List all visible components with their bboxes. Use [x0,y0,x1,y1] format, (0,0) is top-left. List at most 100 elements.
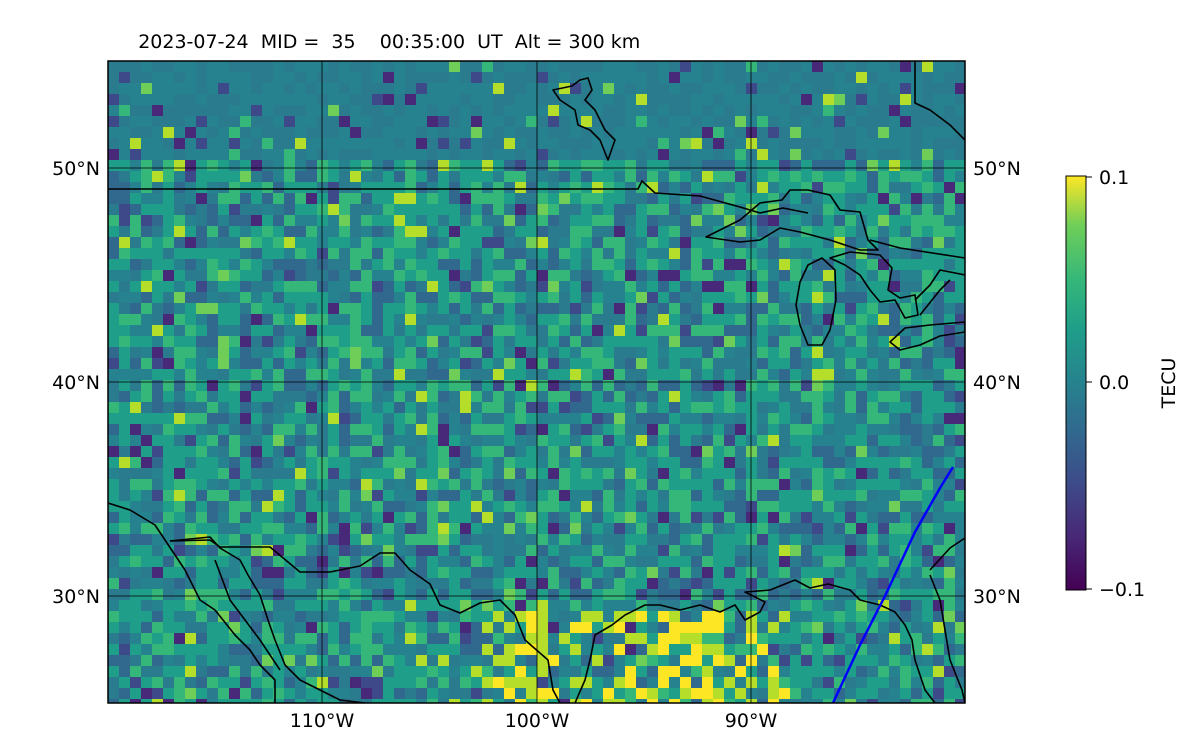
raster-cell [691,501,702,512]
raster-cell [218,336,229,347]
raster-cell [735,138,746,149]
raster-cell [383,358,394,369]
raster-cell [944,292,955,303]
raster-cell [471,479,482,490]
raster-cell [262,138,273,149]
raster-cell [141,270,152,281]
raster-cell [262,94,273,105]
raster-cell [735,556,746,567]
raster-cell [922,534,933,545]
raster-cell [482,567,493,578]
raster-cell [537,611,548,622]
raster-cell [867,699,878,703]
raster-cell [218,270,229,281]
lat-label-30n-right: 30°N [973,586,1021,608]
raster-cell [229,589,240,600]
raster-cell [295,325,306,336]
raster-cell [702,380,713,391]
raster-cell [801,457,812,468]
raster-cell [108,512,119,523]
raster-cell [955,171,965,182]
raster-cell [812,666,823,677]
raster-cell [790,567,801,578]
raster-cell [229,567,240,578]
raster-cell [515,160,526,171]
raster-cell [867,545,878,556]
raster-cell [328,622,339,633]
raster-cell [537,127,548,138]
raster-cell [438,523,449,534]
raster-cell [900,160,911,171]
raster-cell [471,149,482,160]
raster-cell [427,424,438,435]
raster-cell [746,193,757,204]
raster-cell [306,424,317,435]
raster-cell [900,149,911,160]
raster-cell [702,501,713,512]
raster-cell [163,435,174,446]
raster-cell [680,424,691,435]
raster-cell [581,391,592,402]
raster-cell [284,193,295,204]
raster-cell [823,270,834,281]
raster-cell [471,292,482,303]
raster-cell [779,501,790,512]
raster-cell [570,325,581,336]
raster-cell [867,479,878,490]
raster-cell [922,314,933,325]
raster-cell [416,589,427,600]
raster-cell [537,501,548,512]
raster-cell [900,61,911,72]
raster-cell [691,347,702,358]
raster-cell [405,457,416,468]
title-mid: MID = 35 [261,31,356,53]
raster-cell [207,303,218,314]
raster-cell [867,523,878,534]
raster-cell [361,622,372,633]
raster-cell [471,314,482,325]
raster-cell [449,633,460,644]
raster-cell [240,490,251,501]
raster-cell [471,182,482,193]
raster-cell [108,545,119,556]
raster-cell [757,358,768,369]
raster-cell [933,127,944,138]
raster-cell [900,138,911,149]
raster-cell [548,380,559,391]
raster-cell [691,622,702,633]
raster-cell [911,688,922,699]
raster-cell [471,281,482,292]
raster-cell [603,567,614,578]
raster-cell [669,556,680,567]
raster-cell [438,204,449,215]
raster-cell [955,204,965,215]
raster-cell [306,446,317,457]
raster-cell [284,160,295,171]
raster-cell [669,347,680,358]
raster-cell [196,369,207,380]
raster-cell [790,72,801,83]
raster-cell [460,281,471,292]
raster-cell [669,72,680,83]
raster-cell [570,501,581,512]
raster-cell [922,545,933,556]
raster-cell [438,677,449,688]
raster-cell [548,556,559,567]
raster-cell [493,358,504,369]
raster-cell [218,72,229,83]
raster-cell [636,237,647,248]
raster-cell [625,567,636,578]
raster-cell [713,248,724,259]
raster-cell [152,270,163,281]
raster-cell [185,611,196,622]
raster-cell [603,556,614,567]
raster-cell [460,369,471,380]
raster-cell [504,655,515,666]
raster-cell [163,127,174,138]
raster-cell [735,501,746,512]
raster-cell [801,479,812,490]
raster-cell [295,688,306,699]
raster-cell [790,435,801,446]
raster-cell [702,303,713,314]
raster-cell [449,204,460,215]
